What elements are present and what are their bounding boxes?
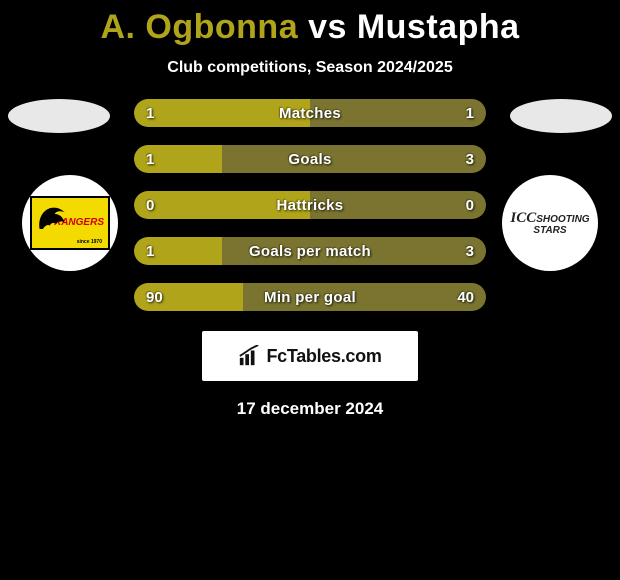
comparison-title: A. Ogbonna vs Mustapha bbox=[0, 0, 620, 47]
stat-label: Hattricks bbox=[134, 191, 486, 219]
brand-box: FcTables.com bbox=[202, 331, 418, 381]
subtitle: Club competitions, Season 2024/2025 bbox=[0, 59, 620, 77]
rangers-tagline: since 1970 bbox=[77, 239, 102, 245]
player1-club-badge: RANGERS since 1970 bbox=[22, 175, 118, 271]
panther-icon bbox=[36, 204, 70, 234]
stat-bar: 9040Min per goal bbox=[134, 283, 486, 311]
stat-label: Matches bbox=[134, 99, 486, 127]
player2-name: Mustapha bbox=[357, 8, 520, 46]
chart-icon bbox=[238, 345, 260, 367]
stat-bar: 00Hattricks bbox=[134, 191, 486, 219]
icc-text: ICC bbox=[510, 210, 536, 226]
stat-bar: 13Goals per match bbox=[134, 237, 486, 265]
stat-bar: 11Matches bbox=[134, 99, 486, 127]
player1-photo-placeholder bbox=[8, 99, 110, 133]
stat-label: Goals per match bbox=[134, 237, 486, 265]
stat-bars-container: 11Matches 13Goals 00Hattricks 13Goals per m… bbox=[134, 99, 486, 311]
comparison-area: RANGERS since 1970 ICCSHOOTING STARS 11M… bbox=[0, 99, 620, 311]
stat-label: Goals bbox=[134, 145, 486, 173]
icc-badge: ICCSHOOTING STARS bbox=[502, 211, 598, 236]
player1-name: A. Ogbonna bbox=[100, 8, 298, 46]
player2-club-badge: ICCSHOOTING STARS bbox=[502, 175, 598, 271]
player2-photo-placeholder bbox=[510, 99, 612, 133]
stat-label: Min per goal bbox=[134, 283, 486, 311]
date-text: 17 december 2024 bbox=[0, 399, 620, 419]
stat-bar: 13Goals bbox=[134, 145, 486, 173]
rangers-badge: RANGERS since 1970 bbox=[30, 196, 110, 250]
shooting-stars-text: SHOOTING STARS bbox=[533, 214, 589, 236]
vs-separator: vs bbox=[308, 8, 347, 46]
brand-text: FcTables.com bbox=[266, 346, 381, 367]
